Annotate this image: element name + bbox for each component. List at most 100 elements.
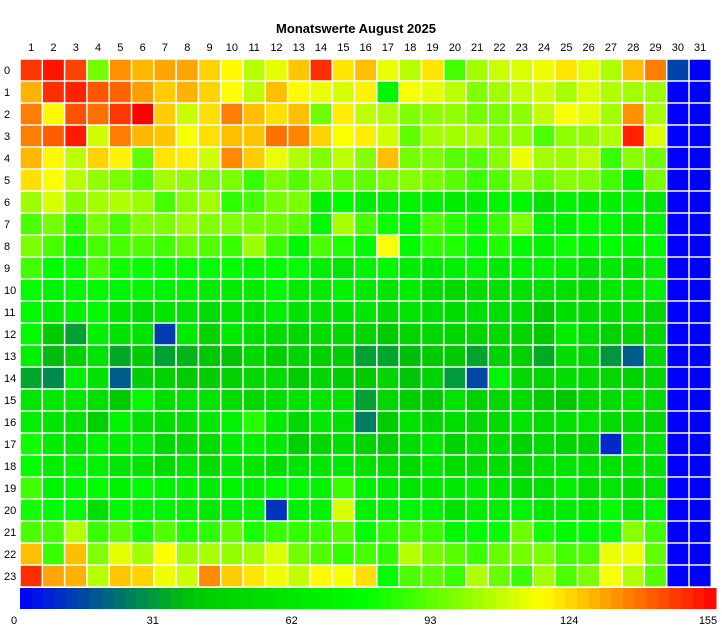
heatmap-cell — [622, 213, 644, 235]
heatmap-cell — [511, 433, 533, 455]
heatmap-cell — [511, 565, 533, 587]
heatmap-cell — [65, 565, 87, 587]
heatmap-cell — [20, 147, 42, 169]
heatmap-cell — [444, 279, 466, 301]
heatmap-cell — [43, 81, 64, 103]
heatmap-cell — [399, 191, 421, 213]
heatmap-cell — [399, 367, 421, 389]
heatmap-cell — [667, 301, 689, 323]
heatmap-cell — [489, 323, 510, 345]
heatmap-cell — [533, 565, 555, 587]
heatmap-cell — [332, 345, 354, 367]
heatmap-cell — [511, 543, 533, 565]
heatmap-cell — [20, 169, 42, 191]
heatmap-cell — [310, 521, 332, 543]
heatmap-cell — [511, 235, 533, 257]
heatmap-cell — [600, 147, 622, 169]
heatmap-cell — [645, 521, 666, 543]
heatmap-cell — [511, 169, 533, 191]
heatmap-cell — [176, 147, 198, 169]
colorbar-segment — [553, 588, 566, 609]
heatmap-cell — [622, 279, 644, 301]
heatmap-cell — [645, 81, 666, 103]
heatmap-cell — [377, 147, 399, 169]
heatmap-cell — [667, 367, 689, 389]
heatmap-cell — [489, 235, 510, 257]
x-tick-label: 14 — [315, 42, 327, 54]
heatmap-cell — [444, 125, 466, 147]
heatmap-cell — [489, 59, 510, 81]
heatmap-cell — [578, 389, 600, 411]
heatmap-cell — [176, 213, 198, 235]
heatmap-cell — [288, 389, 310, 411]
heatmap-cell — [243, 367, 265, 389]
heatmap-cell — [266, 433, 287, 455]
heatmap-cell — [154, 279, 176, 301]
y-tick-label: 9 — [4, 263, 10, 275]
heatmap-cell — [667, 191, 689, 213]
heatmap-cell — [600, 565, 622, 587]
heatmap-cell — [377, 169, 399, 191]
heatmap-cell — [288, 169, 310, 191]
y-tick-label: 13 — [4, 351, 16, 363]
y-tick-label: 17 — [4, 439, 16, 451]
heatmap-cell — [199, 235, 220, 257]
heatmap-cell — [65, 499, 87, 521]
heatmap-cell — [109, 323, 131, 345]
heatmap-cell — [199, 257, 220, 279]
heatmap-cell — [288, 59, 310, 81]
heatmap-cell — [622, 103, 644, 125]
heatmap-cell — [533, 411, 555, 433]
heatmap-cell — [332, 389, 354, 411]
heatmap-cell — [689, 103, 711, 125]
heatmap-cell — [667, 499, 689, 521]
heatmap-cell — [466, 499, 488, 521]
heatmap-cell — [444, 301, 466, 323]
heatmap-cell — [176, 455, 198, 477]
heatmap-cell — [176, 345, 198, 367]
heatmap-cell — [87, 521, 109, 543]
heatmap-cell — [266, 367, 287, 389]
heatmap-cell — [221, 59, 243, 81]
heatmap-cell — [132, 521, 154, 543]
heatmap-cell — [65, 147, 87, 169]
heatmap-cell — [645, 59, 666, 81]
heatmap-cell — [645, 147, 666, 169]
heatmap-cell — [600, 433, 622, 455]
heatmap-cell — [132, 147, 154, 169]
heatmap-cell — [332, 301, 354, 323]
heatmap-cell — [266, 543, 287, 565]
heatmap-cell — [377, 543, 399, 565]
heatmap-cell — [199, 213, 220, 235]
heatmap-cell — [43, 257, 64, 279]
heatmap-cell — [533, 257, 555, 279]
heatmap-cell — [310, 345, 332, 367]
heatmap-cell — [221, 389, 243, 411]
heatmap-cell — [243, 169, 265, 191]
heatmap-cell — [444, 257, 466, 279]
heatmap-cell — [176, 389, 198, 411]
heatmap-cell — [600, 125, 622, 147]
heatmap-cell — [310, 301, 332, 323]
heatmap-cell — [332, 279, 354, 301]
heatmap-cell — [377, 389, 399, 411]
heatmap-cell — [355, 257, 377, 279]
heatmap-cell — [87, 477, 109, 499]
y-tick-label: 7 — [4, 219, 10, 231]
heatmap-cell — [422, 125, 443, 147]
x-tick-label: 23 — [516, 42, 528, 54]
heatmap-cell — [489, 257, 510, 279]
heatmap-cell — [466, 323, 488, 345]
heatmap-cell — [199, 345, 220, 367]
heatmap-cell — [288, 213, 310, 235]
heatmap-cell — [377, 59, 399, 81]
heatmap-cell — [600, 499, 622, 521]
heatmap-cell — [310, 499, 332, 521]
heatmap-cell — [20, 279, 42, 301]
heatmap-cell — [243, 213, 265, 235]
heatmap-cell — [689, 477, 711, 499]
heatmap-cell — [310, 367, 332, 389]
heatmap-cell — [65, 81, 87, 103]
x-tick-label: 12 — [270, 42, 282, 54]
heatmap-cell — [310, 191, 332, 213]
